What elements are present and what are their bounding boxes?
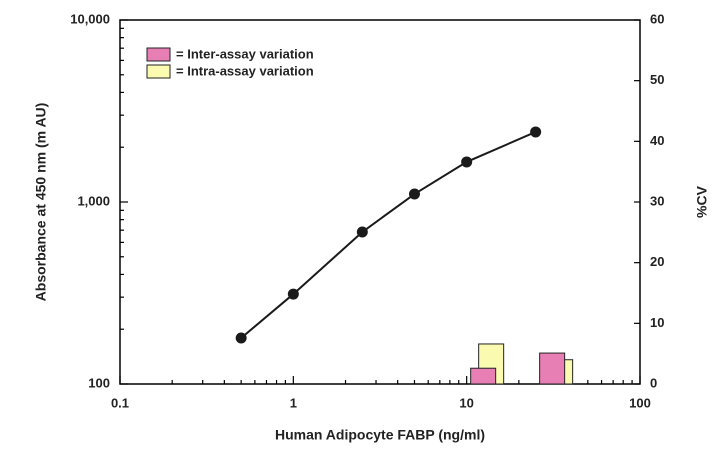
line: [240, 131, 537, 339]
point: [461, 156, 473, 168]
y2-tick-label: 20: [650, 254, 664, 269]
point: [287, 288, 299, 300]
y2-axis-title: %CV: [694, 185, 710, 218]
point: [356, 226, 368, 238]
point: [235, 332, 247, 344]
y-tick-label: 100: [88, 375, 110, 390]
y-axis-title: Absorbance at 450 nm (m AU): [33, 103, 49, 302]
x-tick-label: 0.1: [111, 395, 129, 410]
y2-tick-label: 60: [650, 11, 664, 26]
legend-label: = Inter-assay variation: [176, 46, 314, 61]
x-tick-label: 1: [290, 395, 297, 410]
y2-tick-label: 40: [650, 133, 664, 148]
y2-tick-label: 0: [650, 375, 657, 390]
x-tick-label: 100: [629, 395, 651, 410]
y-tick-label: 10,000: [70, 11, 110, 26]
y-tick-label: 1,000: [77, 193, 110, 208]
y2-tick-label: 50: [650, 72, 664, 87]
x-axis-title: Human Adipocyte FABP (ng/ml): [275, 427, 485, 443]
bar: [539, 352, 566, 385]
bar: [470, 367, 497, 385]
y2-tick-label: 30: [650, 193, 664, 208]
y2-tick-label: 10: [650, 315, 664, 330]
legend-swatch: [146, 64, 171, 79]
legend-swatch: [146, 47, 171, 62]
x-tick-label: 10: [459, 395, 473, 410]
point: [530, 126, 542, 138]
legend-label: = Intra-assay variation: [176, 63, 314, 78]
point: [408, 188, 420, 200]
